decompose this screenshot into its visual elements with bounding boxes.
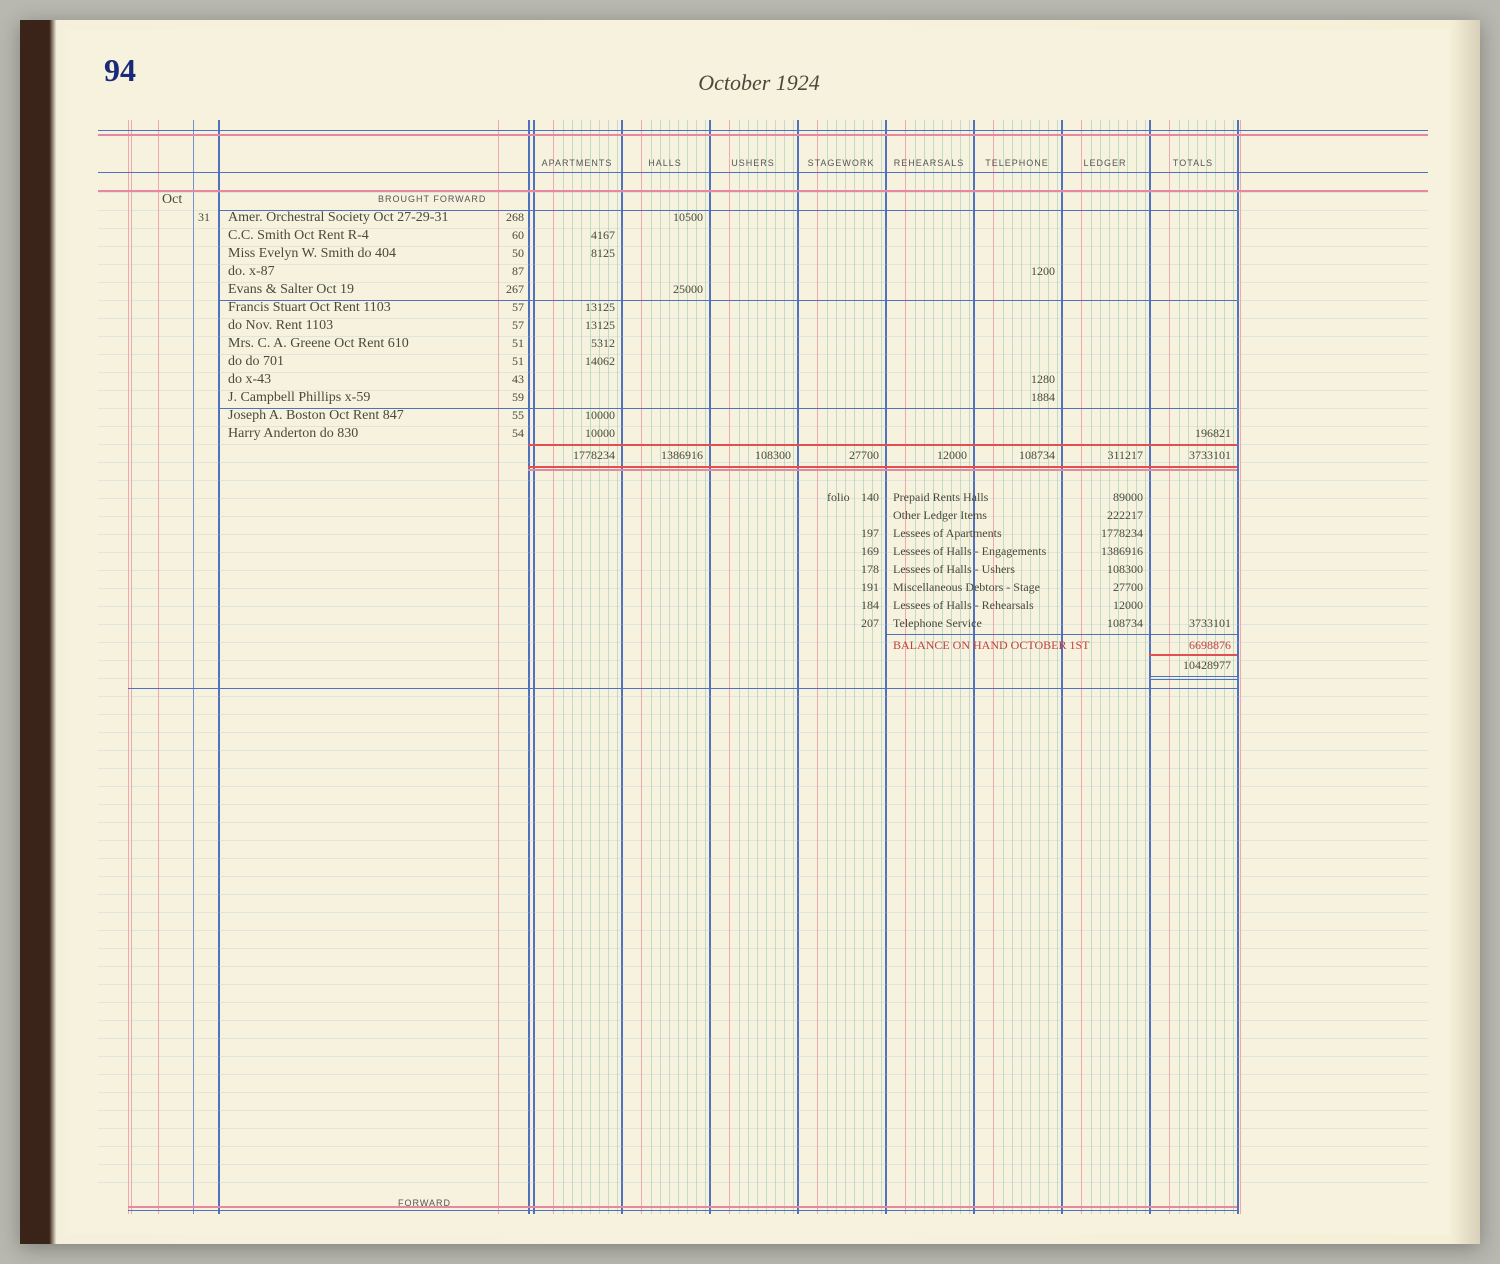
- summary-folio: 197: [861, 526, 879, 541]
- entry-halls: 10500: [673, 210, 703, 225]
- col-header-halls: HALLS: [621, 158, 709, 168]
- folio-label: folio: [827, 490, 850, 505]
- totals-totals: 3733101: [1189, 448, 1231, 463]
- entry-desc: do do 701: [228, 354, 284, 370]
- col-header-apartments: APARTMENTS: [533, 158, 621, 168]
- entry-ref: 87: [512, 264, 524, 279]
- entry-desc: do Nov. Rent 1103: [228, 318, 333, 334]
- col-header-stagework: STAGEWORK: [797, 158, 885, 168]
- entry-apartments: 14062: [585, 354, 615, 369]
- col-header-totals: TOTALS: [1149, 158, 1237, 168]
- entry-ref: 51: [512, 336, 524, 351]
- summary-folio: 169: [861, 544, 879, 559]
- totals-stagework: 27700: [849, 448, 879, 463]
- col-header-ushers: USHERS: [709, 158, 797, 168]
- entry-ref: 60: [512, 228, 524, 243]
- summary-desc: Telephone Service: [893, 616, 982, 631]
- totals-ledger: 311217: [1107, 448, 1143, 463]
- summary-desc: Miscellaneous Debtors - Stage: [893, 580, 1040, 595]
- entry-apartments: 5312: [591, 336, 615, 351]
- ledger-book: 94 October 1924 APARTMENTSHALLSUSHERSSTA…: [20, 20, 1480, 1244]
- totals-ushers: 108300: [755, 448, 791, 463]
- totals-apartments: 1778234: [573, 448, 615, 463]
- col-header-rehearsals: REHEARSALS: [885, 158, 973, 168]
- grand-total: 10428977: [1183, 658, 1231, 673]
- entry-desc: Mrs. C. A. Greene Oct Rent 610: [228, 336, 409, 352]
- entry-ref: 43: [512, 372, 524, 387]
- month-label: Oct: [162, 192, 182, 208]
- summary-folio: 184: [861, 598, 879, 613]
- ledger-grid: APARTMENTSHALLSUSHERSSTAGEWORKREHEARSALS…: [98, 120, 1428, 1214]
- entry-telephone: 1280: [1031, 372, 1055, 387]
- entry-desc: do x-43: [228, 372, 271, 388]
- entry-telephone: 1200: [1031, 264, 1055, 279]
- entry-ref: 268: [506, 210, 524, 225]
- totals-telephone: 108734: [1019, 448, 1055, 463]
- summary-folio: 207: [861, 616, 879, 631]
- summary-ledger: 1386916: [1101, 544, 1143, 559]
- entry-ref: 50: [512, 246, 524, 261]
- entry-desc: Evans & Salter Oct 19: [228, 282, 354, 298]
- entry-desc: J. Campbell Phillips x-59: [228, 390, 370, 406]
- entry-apartments: 4167: [591, 228, 615, 243]
- brought-forward-label: BROUGHT FORWARD: [378, 194, 486, 204]
- summary-desc: Lessees of Apartments: [893, 526, 1002, 541]
- summary-ledger: 12000: [1113, 598, 1143, 613]
- entry-desc: Joseph A. Boston Oct Rent 847: [228, 408, 404, 424]
- page-number: 94: [104, 52, 136, 89]
- totals-halls: 1386916: [661, 448, 703, 463]
- summary-desc: Other Ledger Items: [893, 508, 987, 523]
- entry-ref: 267: [506, 282, 524, 297]
- totals-rehearsals: 12000: [937, 448, 967, 463]
- balance-label: BALANCE ON HAND OCTOBER 1ST: [893, 638, 1089, 653]
- col-header-ledger: LEDGER: [1061, 158, 1149, 168]
- summary-folio: 178: [861, 562, 879, 577]
- summary-desc: Lessees of Halls - Ushers: [893, 562, 1015, 577]
- entry-apartments: 8125: [591, 246, 615, 261]
- entry-desc: Amer. Orchestral Society Oct 27-29-31: [228, 210, 448, 226]
- entry-desc: Harry Anderton do 830: [228, 426, 358, 442]
- summary-ledger: 222217: [1107, 508, 1143, 523]
- entry-telephone: 1884: [1031, 390, 1055, 405]
- entry-apartments: 10000: [585, 408, 615, 423]
- summary-ledger: 1778234: [1101, 526, 1143, 541]
- page-title: October 1924: [698, 70, 820, 96]
- entry-ref: 55: [512, 408, 524, 423]
- summary-folio: 140: [861, 490, 879, 505]
- entry-desc: Miss Evelyn W. Smith do 404: [228, 246, 396, 262]
- ledger-page: 94 October 1924 APARTMENTSHALLSUSHERSSTA…: [68, 30, 1450, 1234]
- entry-day: 31: [198, 210, 210, 225]
- summary-ledger: 27700: [1113, 580, 1143, 595]
- summary-desc: Lessees of Halls - Rehearsals: [893, 598, 1034, 613]
- entry-halls: 25000: [673, 282, 703, 297]
- entry-apartments: 13125: [585, 300, 615, 315]
- summary-totals: 3733101: [1189, 616, 1231, 631]
- summary-desc: Prepaid Rents Halls: [893, 490, 988, 505]
- entry-ref: 59: [512, 390, 524, 405]
- entry-desc: Francis Stuart Oct Rent 1103: [228, 300, 391, 316]
- balance-value: 6698876: [1189, 638, 1231, 653]
- entry-apartments: 13125: [585, 318, 615, 333]
- summary-folio: 191: [861, 580, 879, 595]
- col-header-telephone: TELEPHONE: [973, 158, 1061, 168]
- entry-apartments: 10000: [585, 426, 615, 441]
- entry-ref: 57: [512, 318, 524, 333]
- summary-ledger: 89000: [1113, 490, 1143, 505]
- entry-desc: do. x-87: [228, 264, 275, 280]
- entry-ref: 54: [512, 426, 524, 441]
- summary-ledger: 108300: [1107, 562, 1143, 577]
- entry-totals: 196821: [1195, 426, 1231, 441]
- summary-ledger: 108734: [1107, 616, 1143, 631]
- summary-desc: Lessees of Halls - Engagements: [893, 544, 1046, 559]
- entry-ref: 51: [512, 354, 524, 369]
- entry-desc: C.C. Smith Oct Rent R-4: [228, 228, 369, 244]
- entry-ref: 57: [512, 300, 524, 315]
